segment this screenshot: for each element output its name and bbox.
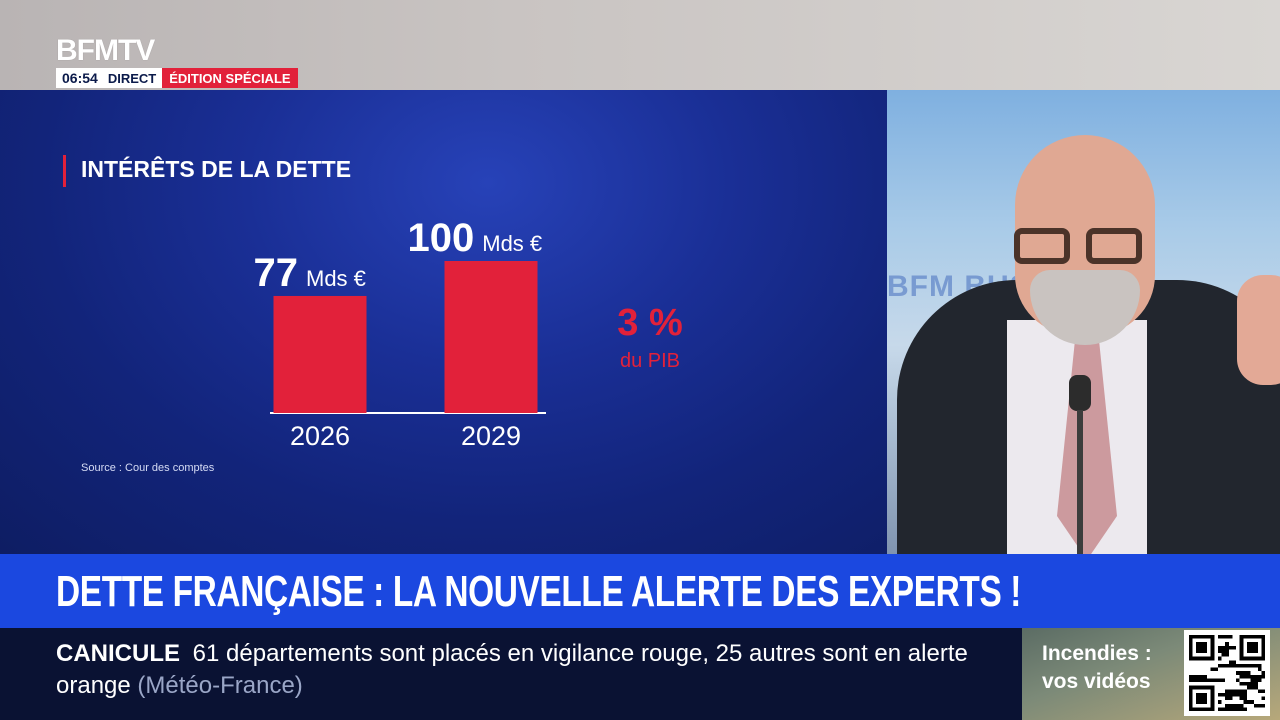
live-strip: 06:54 DIRECT ÉDITION SPÉCIALE (56, 68, 298, 88)
guest-glasses (1014, 228, 1146, 268)
microphone-icon (1069, 375, 1091, 411)
bar-2029 (444, 261, 538, 413)
headline-text: DETTE FRANÇAISE : LA NOUVELLE ALERTE DES… (56, 567, 1022, 616)
ticker-source: (Météo-France) (137, 672, 303, 699)
channel-logo: BFMTV (56, 34, 155, 67)
category-label: 2029 (461, 421, 521, 451)
edition-badge: ÉDITION SPÉCIALE (162, 68, 298, 88)
live-label: DIRECT (103, 68, 163, 88)
qr-code-icon[interactable] (1184, 630, 1270, 716)
bar-chart: 2026 77 Mds € 2029 100 Mds € (254, 216, 546, 451)
ticker-body: 61 départements sont placés en vigilance… (56, 640, 968, 699)
infographic-panel: INTÉRÊTS DE LA DETTE 2026 77 Mds € 2029 100 M… (0, 90, 887, 554)
promo-text: Incendies : vos vidéos (1042, 642, 1152, 693)
clock: 06:54 (56, 68, 104, 88)
top-band: BFMTV 06:54 DIRECT ÉDITION SPÉCIALE (0, 0, 1280, 90)
studio-video: BFM BUS (887, 90, 1280, 554)
microphone-stand (1077, 410, 1083, 554)
gdp-ratio-value: 3 % (617, 302, 683, 344)
source-note: Source : Cour des comptes (81, 462, 215, 474)
ticker-message: CANICULE 61 départements sont placés en … (56, 638, 1006, 702)
guest-hand (1237, 275, 1280, 385)
category-label: 2026 (290, 421, 350, 451)
news-ticker: CANICULE 61 départements sont placés en … (0, 628, 1280, 720)
gdp-ratio-caption: du PIB (619, 350, 681, 372)
value-label: 77 Mds € (254, 251, 366, 295)
graphic-title: INTÉRÊTS DE LA DETTE (81, 156, 352, 182)
value-label: 100 Mds € (408, 216, 543, 260)
headline-bar: DETTE FRANÇAISE : LA NOUVELLE ALERTE DES… (0, 554, 1280, 628)
bar-2026 (273, 295, 367, 413)
promo-panel[interactable]: Incendies : vos vidéos (1022, 628, 1280, 720)
title-accent-bar (63, 155, 66, 187)
ticker-keyword: CANICULE (56, 640, 180, 667)
